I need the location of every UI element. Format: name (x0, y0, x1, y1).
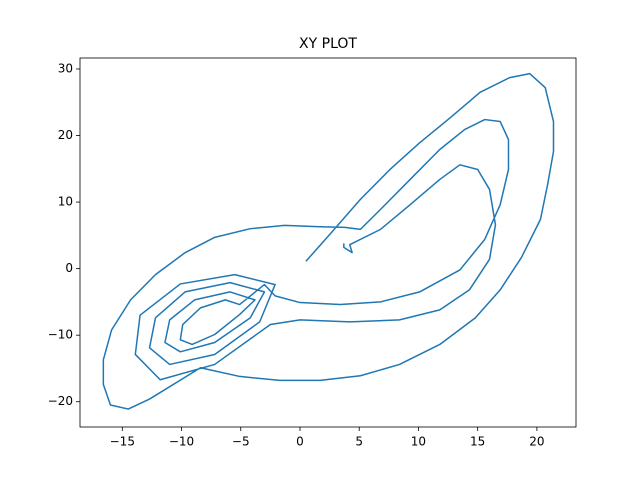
x-tick-label: 20 (529, 435, 544, 449)
data-line (102, 72, 555, 410)
y-tick-label: 10 (58, 195, 73, 209)
y-tick-label: 20 (58, 128, 73, 142)
x-tick-label: 5 (355, 435, 363, 449)
y-tick-label: −10 (48, 328, 73, 342)
y-tick-label: −20 (48, 394, 73, 408)
chart-title: XY PLOT (299, 36, 357, 52)
plot-frame (79, 57, 577, 428)
x-tick-label: 15 (470, 435, 485, 449)
x-tick-label: 10 (411, 435, 426, 449)
x-tick-label: −15 (110, 435, 135, 449)
y-tick-label: 0 (65, 261, 73, 275)
x-tick-label: −5 (232, 435, 250, 449)
y-tick-label: 30 (58, 61, 73, 75)
x-tick-label: 0 (296, 435, 304, 449)
x-tick-label: −10 (169, 435, 194, 449)
